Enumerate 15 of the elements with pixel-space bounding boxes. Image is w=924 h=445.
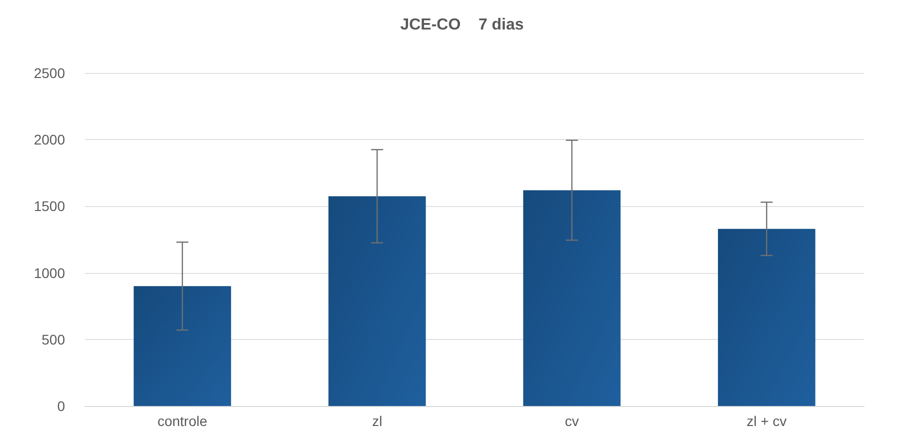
y-tick-label: 1000 (34, 264, 66, 281)
y-tick-label: 500 (42, 331, 66, 348)
x-tick-label: zl (372, 413, 382, 429)
y-tick-label: 0 (57, 398, 66, 414)
bar (523, 190, 621, 406)
x-tick-label: cv (564, 413, 579, 429)
bar (134, 286, 232, 406)
chart-title: JCE-CO 7 dias (400, 16, 524, 34)
y-tick-label: 1500 (34, 198, 66, 214)
x-tick-label: zl + cv (746, 413, 787, 429)
bar (328, 196, 426, 406)
y-tick-label: 2000 (34, 132, 66, 148)
bar (718, 228, 816, 406)
y-tick-label: 2500 (34, 65, 66, 81)
x-tick-label: controle (157, 413, 208, 429)
